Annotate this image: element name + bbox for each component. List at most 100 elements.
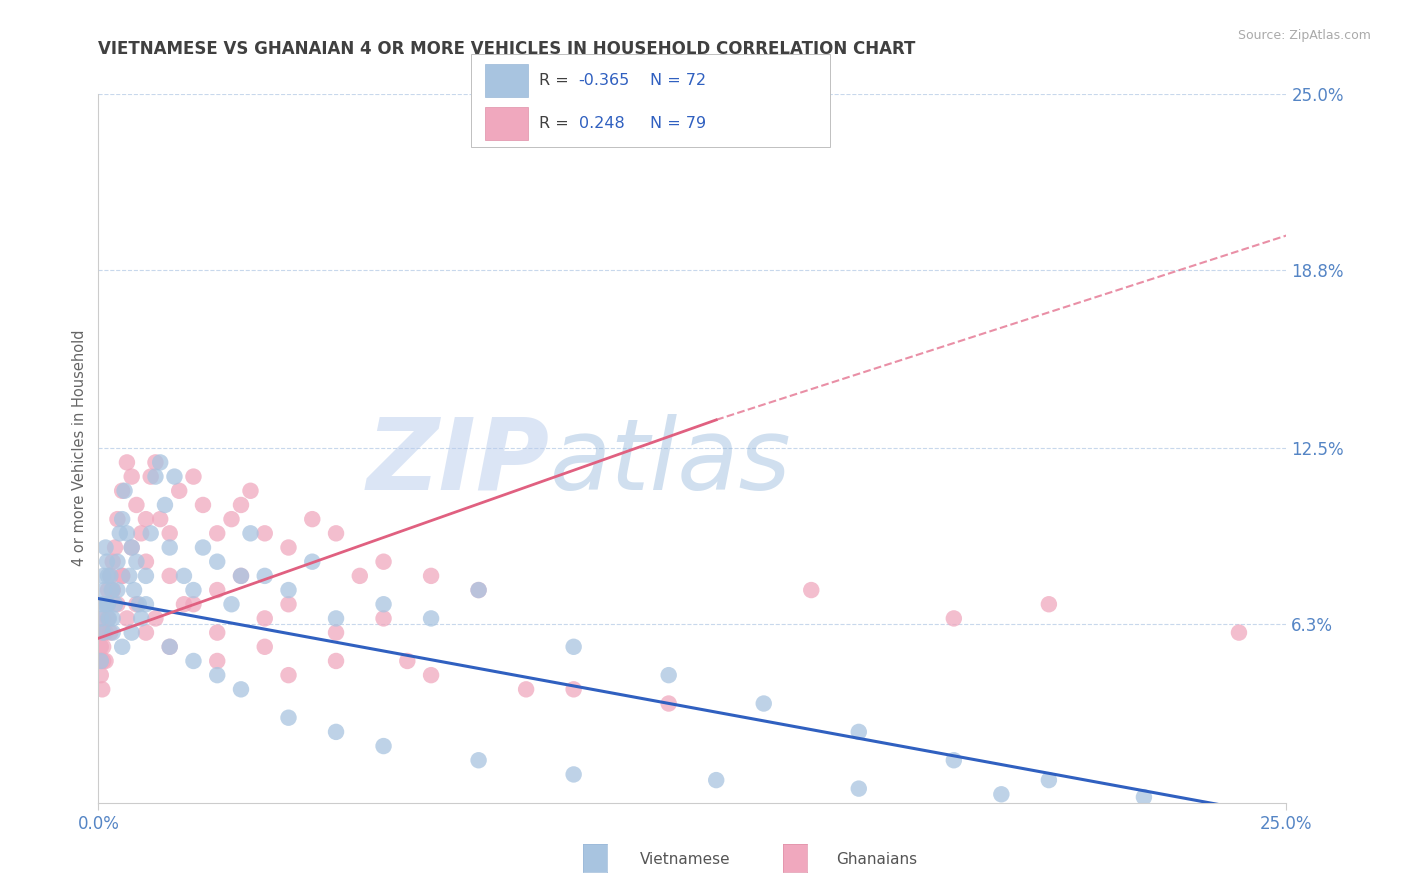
Point [800,583,823,598]
Point [467,583,489,598]
Point [97,611,120,625]
Point [752,697,775,711]
Point [159,640,181,654]
Point [90,668,112,682]
Point [420,569,443,583]
Point [97,597,120,611]
Point [97,611,120,625]
Point [173,597,195,611]
Point [253,526,276,541]
Point [101,625,124,640]
Point [848,724,870,739]
Point [98,569,121,583]
Point [121,625,143,640]
Text: N = 72: N = 72 [651,73,706,87]
Point [562,640,585,654]
Point [207,555,229,569]
Point [91,625,114,640]
Point [301,555,323,569]
Text: Vietnamese: Vietnamese [640,852,730,867]
Point [229,498,252,512]
Point [325,654,347,668]
Point [229,569,252,583]
Point [97,597,120,611]
Point [515,682,537,697]
Point [104,597,127,611]
Point [191,541,214,555]
Point [101,583,124,598]
Point [1038,773,1060,788]
Point [94,654,117,668]
Point [91,654,114,668]
Point [467,753,489,767]
Point [129,611,152,625]
Point [125,498,148,512]
Point [94,597,117,611]
Point [94,541,117,555]
Point [704,773,727,788]
Text: VIETNAMESE VS GHANAIAN 4 OR MORE VEHICLES IN HOUSEHOLD CORRELATION CHART: VIETNAMESE VS GHANAIAN 4 OR MORE VEHICLE… [98,40,915,58]
Point [229,682,252,697]
Point [277,583,299,598]
Point [90,640,112,654]
Point [121,541,143,555]
Point [183,469,205,483]
Point [90,611,112,625]
Point [115,526,138,541]
Point [125,597,148,611]
Point [277,711,299,725]
Point [101,611,124,625]
Point [135,555,157,569]
Point [420,611,443,625]
Point [91,569,114,583]
Point [91,625,114,640]
Point [207,668,229,682]
Point [101,555,124,569]
Point [98,569,121,583]
Point [373,555,395,569]
Point [107,583,129,598]
Point [207,654,229,668]
Point [325,724,347,739]
Point [207,526,229,541]
Point [96,555,118,569]
Text: atlas: atlas [550,414,792,511]
Point [221,597,243,611]
Text: R =: R = [538,73,574,87]
Point [98,625,121,640]
Point [145,455,167,469]
Point [122,583,145,598]
Point [253,611,276,625]
Point [848,781,870,796]
Point [942,753,965,767]
Point [135,512,157,526]
Point [135,597,157,611]
Point [91,597,114,611]
Point [373,739,395,753]
Point [91,611,114,625]
Point [107,555,129,569]
Point [183,654,205,668]
Point [159,526,181,541]
Point [207,583,229,598]
Point [145,469,167,483]
Point [325,526,347,541]
Point [111,483,134,498]
Point [97,583,120,598]
Point [149,512,172,526]
Point [135,569,157,583]
Point [167,483,190,498]
Point [145,611,167,625]
Point [159,541,181,555]
Point [107,597,129,611]
Point [467,583,489,598]
Point [90,654,112,668]
Point [159,569,181,583]
Point [121,541,143,555]
Point [658,697,681,711]
Point [118,569,141,583]
Point [221,512,243,526]
Text: R =: R = [538,116,579,131]
Point [139,526,162,541]
Point [129,526,152,541]
